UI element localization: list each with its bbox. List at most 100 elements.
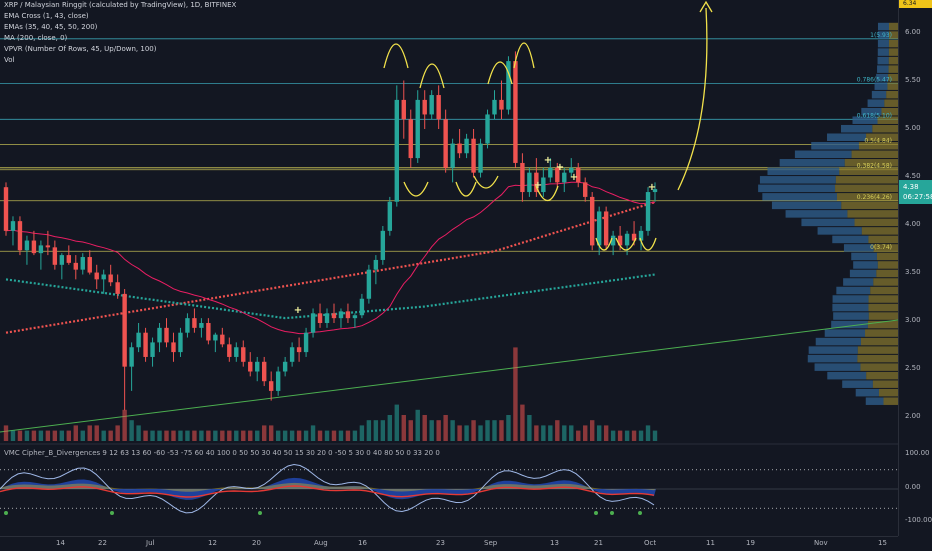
vpvr-row-up [832, 303, 869, 312]
vpvr-row-down [857, 346, 898, 354]
candle-body [583, 182, 588, 197]
candle-body [122, 293, 127, 367]
legend-indicator[interactable]: MA (200, close, 0) [4, 34, 68, 42]
vpvr-row-up [877, 22, 889, 31]
candle-body [289, 347, 295, 362]
candle-body [499, 99, 504, 110]
pattern-arc [383, 43, 409, 69]
vpvr-row-up [852, 116, 878, 124]
volume-bar [227, 430, 232, 441]
time-tick: Oct [644, 539, 657, 547]
vpvr-row-down [858, 142, 898, 150]
volume-bars [3, 347, 658, 441]
vpvr-row-up [867, 99, 885, 107]
legend-indicator[interactable]: VPVR (Number Of Rows, 45, Up/Down, 100) [4, 45, 157, 53]
volume-bar [583, 425, 588, 441]
vpvr-row-up [801, 218, 855, 227]
time-axis[interactable]: 14 22 Jul 12 20 Aug 16 23 Sep 13 21 Oct … [0, 536, 898, 551]
candle-body [94, 272, 99, 280]
fib-level-label: 0(3.74) [870, 244, 892, 251]
price-tick: 3.50 [905, 268, 921, 276]
volume-bar [534, 425, 539, 441]
volume-bar [87, 425, 92, 441]
candle-body [373, 259, 379, 270]
volume-bar [52, 430, 58, 441]
buy-signal-dot [610, 511, 614, 515]
candle-body [366, 269, 372, 299]
vpvr-row-up [771, 201, 842, 210]
vpvr-row-down [888, 65, 898, 73]
volume-bar [478, 425, 483, 441]
candle-body [206, 323, 211, 341]
volume-bar [157, 430, 162, 441]
volume-bar [241, 430, 246, 441]
vpvr-row-up [827, 371, 867, 380]
legend-indicator[interactable]: EMA Cross (1, 43, close) [4, 12, 89, 20]
candle-body [24, 240, 30, 251]
legend-indicator[interactable]: Vol [4, 56, 15, 64]
candlesticks [3, 51, 658, 411]
volume-bar [520, 404, 525, 441]
candle-body [255, 361, 260, 372]
vpvr-row-down [868, 235, 898, 244]
candle-body [45, 245, 51, 248]
candle-body [296, 347, 302, 353]
vpvr-row-down [868, 312, 898, 320]
vpvr-row-down [866, 133, 898, 142]
volume-bar [652, 430, 658, 441]
candle-body [262, 361, 267, 382]
volume-bar [380, 420, 386, 441]
cross-signal-marker: + [534, 180, 542, 191]
vpvr-row-down [851, 150, 898, 159]
candle-body [87, 257, 92, 273]
candle-body [185, 318, 190, 333]
volume-bar [45, 430, 51, 441]
trendline [0, 319, 899, 433]
candle-body [645, 192, 651, 231]
volume-bar [450, 420, 455, 441]
vpvr-row-up [824, 329, 866, 337]
volume-bar [562, 425, 567, 441]
buy-signal-dot [258, 511, 262, 515]
time-tick: 22 [98, 539, 107, 547]
candle-body [192, 318, 197, 328]
vpvr-row-down [854, 218, 898, 227]
time-tick: 13 [550, 539, 559, 547]
vpvr-row-down [868, 303, 898, 312]
fib-level-label: 0.618(5.10) [857, 112, 892, 119]
legend-title[interactable]: XRP / Malaysian Ringgit (calculated by T… [4, 1, 237, 9]
volume-bar [101, 430, 106, 441]
candle-body [638, 230, 644, 241]
candle-body [143, 332, 148, 357]
pattern-arc [595, 237, 613, 251]
vpvr-row-up [876, 73, 889, 82]
candle-body [471, 138, 476, 173]
time-tick: 14 [56, 539, 65, 547]
price-axis[interactable]: 6.00 5.50 5.00 4.50 4.00 3.50 3.00 2.50 … [898, 0, 932, 536]
drawing-annotations: + + + + + + [294, 0, 713, 316]
legend-indicator[interactable]: EMAs (35, 40, 45, 50, 200) [4, 23, 98, 31]
wavetrend-line [0, 463, 655, 514]
fib-level-label: 0.786(5.47) [857, 76, 892, 83]
volume-bar [610, 430, 616, 441]
oscillator-legend[interactable]: VMC Cipher_B_Divergences 9 12 63 13 60 -… [4, 449, 440, 457]
vpvr-row-down [884, 99, 898, 107]
pattern-arc [513, 42, 535, 69]
candle-body [213, 334, 218, 341]
volume-bar [255, 430, 260, 441]
volume-bar [66, 430, 72, 441]
volume-bar [303, 430, 309, 441]
candle-body [338, 311, 344, 319]
volume-bar [331, 430, 337, 441]
vpvr-row-up [758, 184, 836, 193]
volume-bar [282, 430, 288, 441]
candle-body [506, 61, 511, 110]
price-tick: 5.00 [905, 124, 921, 132]
last-price-badge: 4.38 06:27:58 [899, 180, 932, 204]
candle-body [534, 172, 539, 193]
vpvr-row-down [888, 39, 898, 48]
vpvr-row-down [886, 90, 898, 99]
pattern-arc [487, 61, 513, 85]
